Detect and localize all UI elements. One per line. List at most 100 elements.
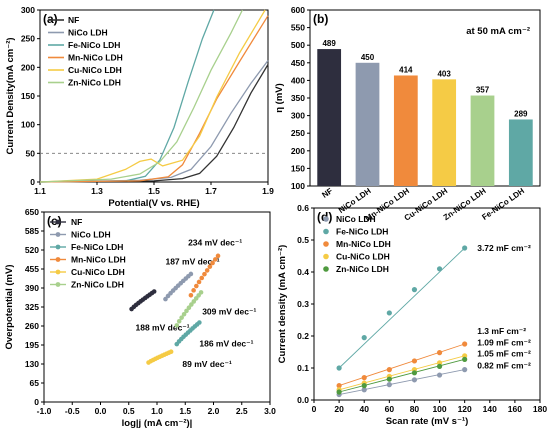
y-tick-label: 390: [25, 283, 39, 293]
y-tick-label: 400: [291, 75, 305, 85]
y-axis-label: Current Density(mA cm⁻²): [5, 37, 16, 154]
series-line: [39, 64, 269, 183]
y-tick-label: 0: [30, 177, 35, 187]
x-tick-label: 40: [359, 404, 369, 414]
legend-label: Mn-NiCo LDH: [68, 53, 123, 63]
y-tick-label: 195: [25, 340, 39, 350]
y-tick-label: 130: [25, 359, 39, 369]
data-point: [174, 323, 180, 328]
data-point: [462, 245, 468, 251]
x-axis-label: log|j (mA cm⁻²)|: [122, 418, 193, 429]
legend-label: Mn-NiCo LDH: [336, 239, 391, 249]
panel-a: (a) 0 50 100 150 200 250 300 1.1 1.3 1.5 1.7 1.9 Pote…: [5, 5, 274, 209]
x-tick-label: 1.3: [91, 186, 103, 196]
slope-label: 89 mV dec⁻¹: [182, 359, 232, 369]
legend-label: NiCo LDH: [71, 230, 111, 240]
bar-value-label: 489: [322, 39, 336, 48]
data-point: [213, 257, 218, 262]
y-tick-label: 0.0: [297, 395, 309, 405]
legend-label: NiCo LDH: [68, 28, 108, 38]
y-tick-label: 200: [21, 62, 35, 72]
x-tick-label: 0.5: [123, 406, 135, 416]
data-point: [361, 383, 367, 389]
x-tick-label: -0.5: [65, 406, 80, 416]
legend-label: Fe-NiCo LDH: [336, 227, 388, 237]
y-tick-label: 100: [21, 120, 35, 130]
legend-marker: [55, 269, 61, 275]
data-point: [188, 271, 194, 277]
y-tick-label: 200: [291, 146, 305, 156]
x-tick-label: 160: [508, 404, 522, 414]
legend-marker: [323, 241, 329, 247]
legend-marker: [55, 219, 61, 225]
legend-label: Cu-NiCo LDH: [71, 267, 125, 277]
legend-label: Fe-NiCo LDH: [71, 242, 123, 252]
capacitance-label: 1.3 mF cm⁻²: [477, 326, 526, 336]
panel-label: (c): [47, 214, 62, 228]
data-point: [462, 367, 468, 373]
x-tick-label: 0.0: [95, 406, 107, 416]
x-tick-label: 1.0: [151, 406, 163, 416]
y-axis-label: Overpotential (mV): [4, 265, 15, 350]
slope-label: 234 mV dec⁻¹: [188, 238, 242, 248]
y-tick-label: 300: [21, 5, 35, 15]
data-point: [188, 293, 194, 298]
data-point: [386, 382, 392, 388]
data-point: [361, 335, 367, 341]
legend-label: Cu-NiCo LDH: [68, 65, 122, 75]
y-tick-label: 260: [25, 321, 39, 331]
legend-label: Fe-NiCo LDH: [68, 40, 120, 50]
x-tick-label: 1.5: [179, 406, 191, 416]
series-line: [39, 9, 243, 183]
y-tick-label: 550: [291, 23, 305, 33]
y-tick-label: 150: [291, 163, 305, 173]
panel-c: (c) 0 65 130 195 260 325 390 455 520 585 650 -1.0 -0.…: [4, 207, 276, 429]
y-tick-label: 250: [21, 34, 35, 44]
data-point: [411, 358, 418, 364]
data-point: [191, 288, 196, 293]
bar: [393, 75, 418, 186]
fit-line: [338, 343, 465, 387]
bar: [432, 79, 457, 186]
data-point: [194, 283, 199, 289]
data-point: [386, 367, 392, 373]
x-tick-label: 120: [458, 404, 472, 414]
data-point: [436, 266, 443, 272]
y-tick-label: 600: [291, 5, 305, 15]
slope-label: 309 mV dec⁻¹: [202, 306, 256, 316]
legend-label: NF: [68, 15, 79, 25]
y-axis-label: Current density (mA cm⁻²): [277, 245, 288, 364]
data-point: [204, 268, 210, 273]
y-tick-label: 455: [25, 264, 39, 274]
fit-line: [338, 247, 465, 369]
y-tick-label: 65: [30, 378, 40, 388]
bar: [470, 95, 495, 186]
data-point: [336, 365, 342, 371]
capacitance-label: 3.72 mF cm⁻²: [477, 243, 531, 253]
x-tick-label: 180: [533, 404, 547, 414]
x-tick-label: 80: [410, 404, 420, 414]
y-tick-label: 300: [291, 111, 305, 121]
slope-label: 187 mV dec⁻¹: [165, 257, 219, 267]
data-point: [176, 318, 182, 324]
data-point: [361, 387, 367, 393]
legend-label: NiCo LDH: [336, 214, 376, 224]
data-point: [386, 310, 392, 316]
x-axis-label: Scan rate (mV s⁻¹): [386, 416, 469, 427]
fit-line: [338, 355, 465, 391]
x-axis-label: Potential(V vs. RHE): [108, 198, 199, 209]
y-tick-label: 450: [291, 58, 305, 68]
y-tick-label: 0.2: [297, 331, 309, 341]
data-point: [386, 376, 392, 382]
x-tick-label: 0: [312, 404, 317, 414]
y-tick-label: 0: [34, 397, 39, 407]
legend-marker: [323, 253, 329, 260]
y-tick-label: 0.4: [297, 267, 309, 277]
data-point: [198, 290, 204, 295]
x-tick-label: 1.7: [205, 186, 217, 196]
y-tick-label: 150: [21, 91, 35, 101]
legend-label: Zn-NiCo LDH: [71, 280, 124, 290]
category-label: NF: [320, 186, 334, 200]
annotation: at 50 mA cm⁻²: [466, 26, 530, 37]
data-point: [189, 302, 194, 307]
